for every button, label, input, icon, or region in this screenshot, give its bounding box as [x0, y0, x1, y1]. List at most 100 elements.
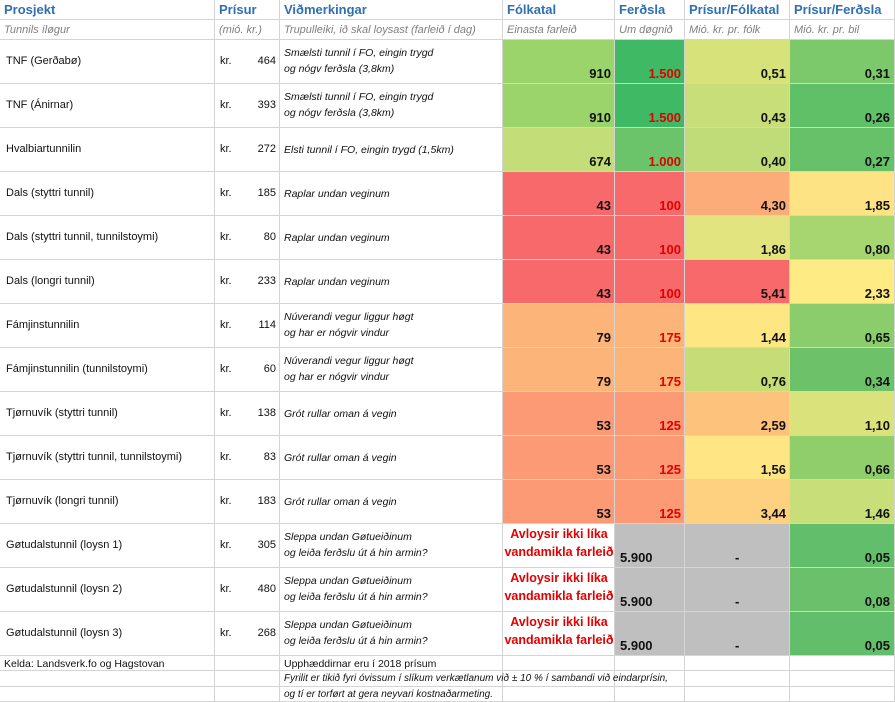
cell — [503, 436, 615, 480]
cell — [0, 686, 215, 702]
column-subheader: Mió. kr. pr. fólk — [689, 24, 761, 36]
cell — [0, 260, 215, 304]
cell — [503, 260, 615, 304]
per-person: 5,41 — [760, 286, 786, 301]
per-vehicle: 0,27 — [864, 154, 890, 169]
per-vehicle: 0,05 — [864, 550, 890, 565]
cell — [615, 0, 685, 20]
column-header: Prísur — [219, 2, 257, 17]
footnote-line: Fyrilit er tikið fyri óvissum í slíkum v… — [284, 673, 668, 685]
cell — [790, 40, 895, 84]
cell — [215, 568, 280, 612]
source: Kelda: Landsverk.fo og Hagstovan — [4, 658, 165, 670]
cell — [503, 84, 615, 128]
price: 305 — [257, 539, 276, 551]
cell — [615, 612, 685, 656]
per-person: 0,76 — [760, 374, 786, 389]
currency: kr. — [220, 539, 232, 551]
traffic: 125 — [659, 418, 681, 433]
warning-line: vandamikla farleið — [504, 589, 614, 603]
cell — [503, 671, 615, 687]
cell — [685, 436, 790, 480]
currency: kr. — [220, 451, 232, 463]
column-header: Prísur/Ferðsla — [794, 2, 882, 17]
cell — [685, 216, 790, 260]
cell — [685, 480, 790, 524]
per-vehicle: 0,31 — [864, 66, 890, 81]
cell — [280, 40, 503, 84]
cell — [615, 671, 685, 687]
traffic: 1.500 — [648, 66, 681, 81]
cell — [0, 656, 215, 672]
cell — [280, 392, 503, 436]
cell — [503, 656, 615, 672]
cell — [503, 686, 615, 702]
cell — [615, 84, 685, 128]
cell — [615, 568, 685, 612]
per-vehicle: 2,33 — [864, 286, 890, 301]
population: 43 — [596, 286, 611, 301]
cell — [0, 20, 215, 40]
per-vehicle: 0,65 — [864, 330, 890, 345]
population: 43 — [596, 242, 611, 257]
per-vehicle: 0,34 — [864, 374, 890, 389]
per-vehicle: 0,05 — [864, 638, 890, 653]
cell — [790, 524, 895, 568]
per-person: 2,59 — [760, 418, 786, 433]
warning-line: Avloysir ikki líka — [510, 527, 608, 541]
project-name: Gøtudalstunnil (loysn 3) — [6, 627, 123, 639]
price: 83 — [263, 451, 276, 463]
cell — [280, 480, 503, 524]
per-person: - — [735, 638, 740, 653]
per-person: 1,44 — [760, 330, 786, 345]
per-vehicle: 1,46 — [864, 506, 890, 521]
cell — [0, 128, 215, 172]
cell — [215, 20, 280, 40]
cell — [790, 568, 895, 612]
warning-line: Avloysir ikki líka — [510, 615, 608, 629]
price: 185 — [257, 187, 276, 199]
cell — [215, 524, 280, 568]
currency: kr. — [220, 627, 232, 639]
cell — [280, 612, 503, 656]
cell — [280, 0, 503, 20]
cell — [0, 480, 215, 524]
cell — [615, 656, 685, 672]
cell — [790, 304, 895, 348]
traffic: 175 — [659, 374, 681, 389]
cell — [790, 128, 895, 172]
note-line: Grót rullar oman á vegin — [284, 452, 397, 464]
traffic: 100 — [659, 286, 681, 301]
project-name: Gøtudalstunnil (loysn 2) — [6, 583, 123, 595]
cell — [0, 392, 215, 436]
column-header: Prosjekt — [4, 2, 56, 17]
price: 480 — [257, 583, 276, 595]
cell — [0, 84, 215, 128]
per-person: 0,43 — [760, 110, 786, 125]
note-line: og leiða ferðslu út á hin armin? — [284, 547, 428, 559]
note-line: Sleppa undan Gøtueiðinum — [284, 619, 412, 631]
project-name: Hvalbiartunnilin — [6, 143, 82, 155]
cell — [615, 348, 685, 392]
project-name: Dals (styttri tunnil, tunnilstoymi) — [6, 231, 159, 243]
population: 79 — [596, 374, 611, 389]
cell — [280, 656, 503, 672]
population: 43 — [596, 198, 611, 213]
cell — [503, 392, 615, 436]
cell — [685, 686, 790, 702]
note-line: Sleppa undan Gøtueiðinum — [284, 531, 412, 543]
cell — [503, 480, 615, 524]
note-line: Raplar undan veginum — [284, 276, 390, 288]
currency: kr. — [220, 231, 232, 243]
cell — [0, 348, 215, 392]
cell — [790, 260, 895, 304]
currency: kr. — [220, 363, 232, 375]
column-subheader: (mió. kr.) — [219, 24, 262, 36]
price: 138 — [257, 407, 276, 419]
note-line: Elsti tunnil í FO, eingin trygd (1,5km) — [284, 144, 454, 156]
note-line: Sleppa undan Gøtueiðinum — [284, 575, 412, 587]
cell — [685, 304, 790, 348]
project-name: Tjørnuvík (longri tunnil) — [6, 495, 119, 507]
cell — [503, 568, 615, 612]
cell — [280, 436, 503, 480]
